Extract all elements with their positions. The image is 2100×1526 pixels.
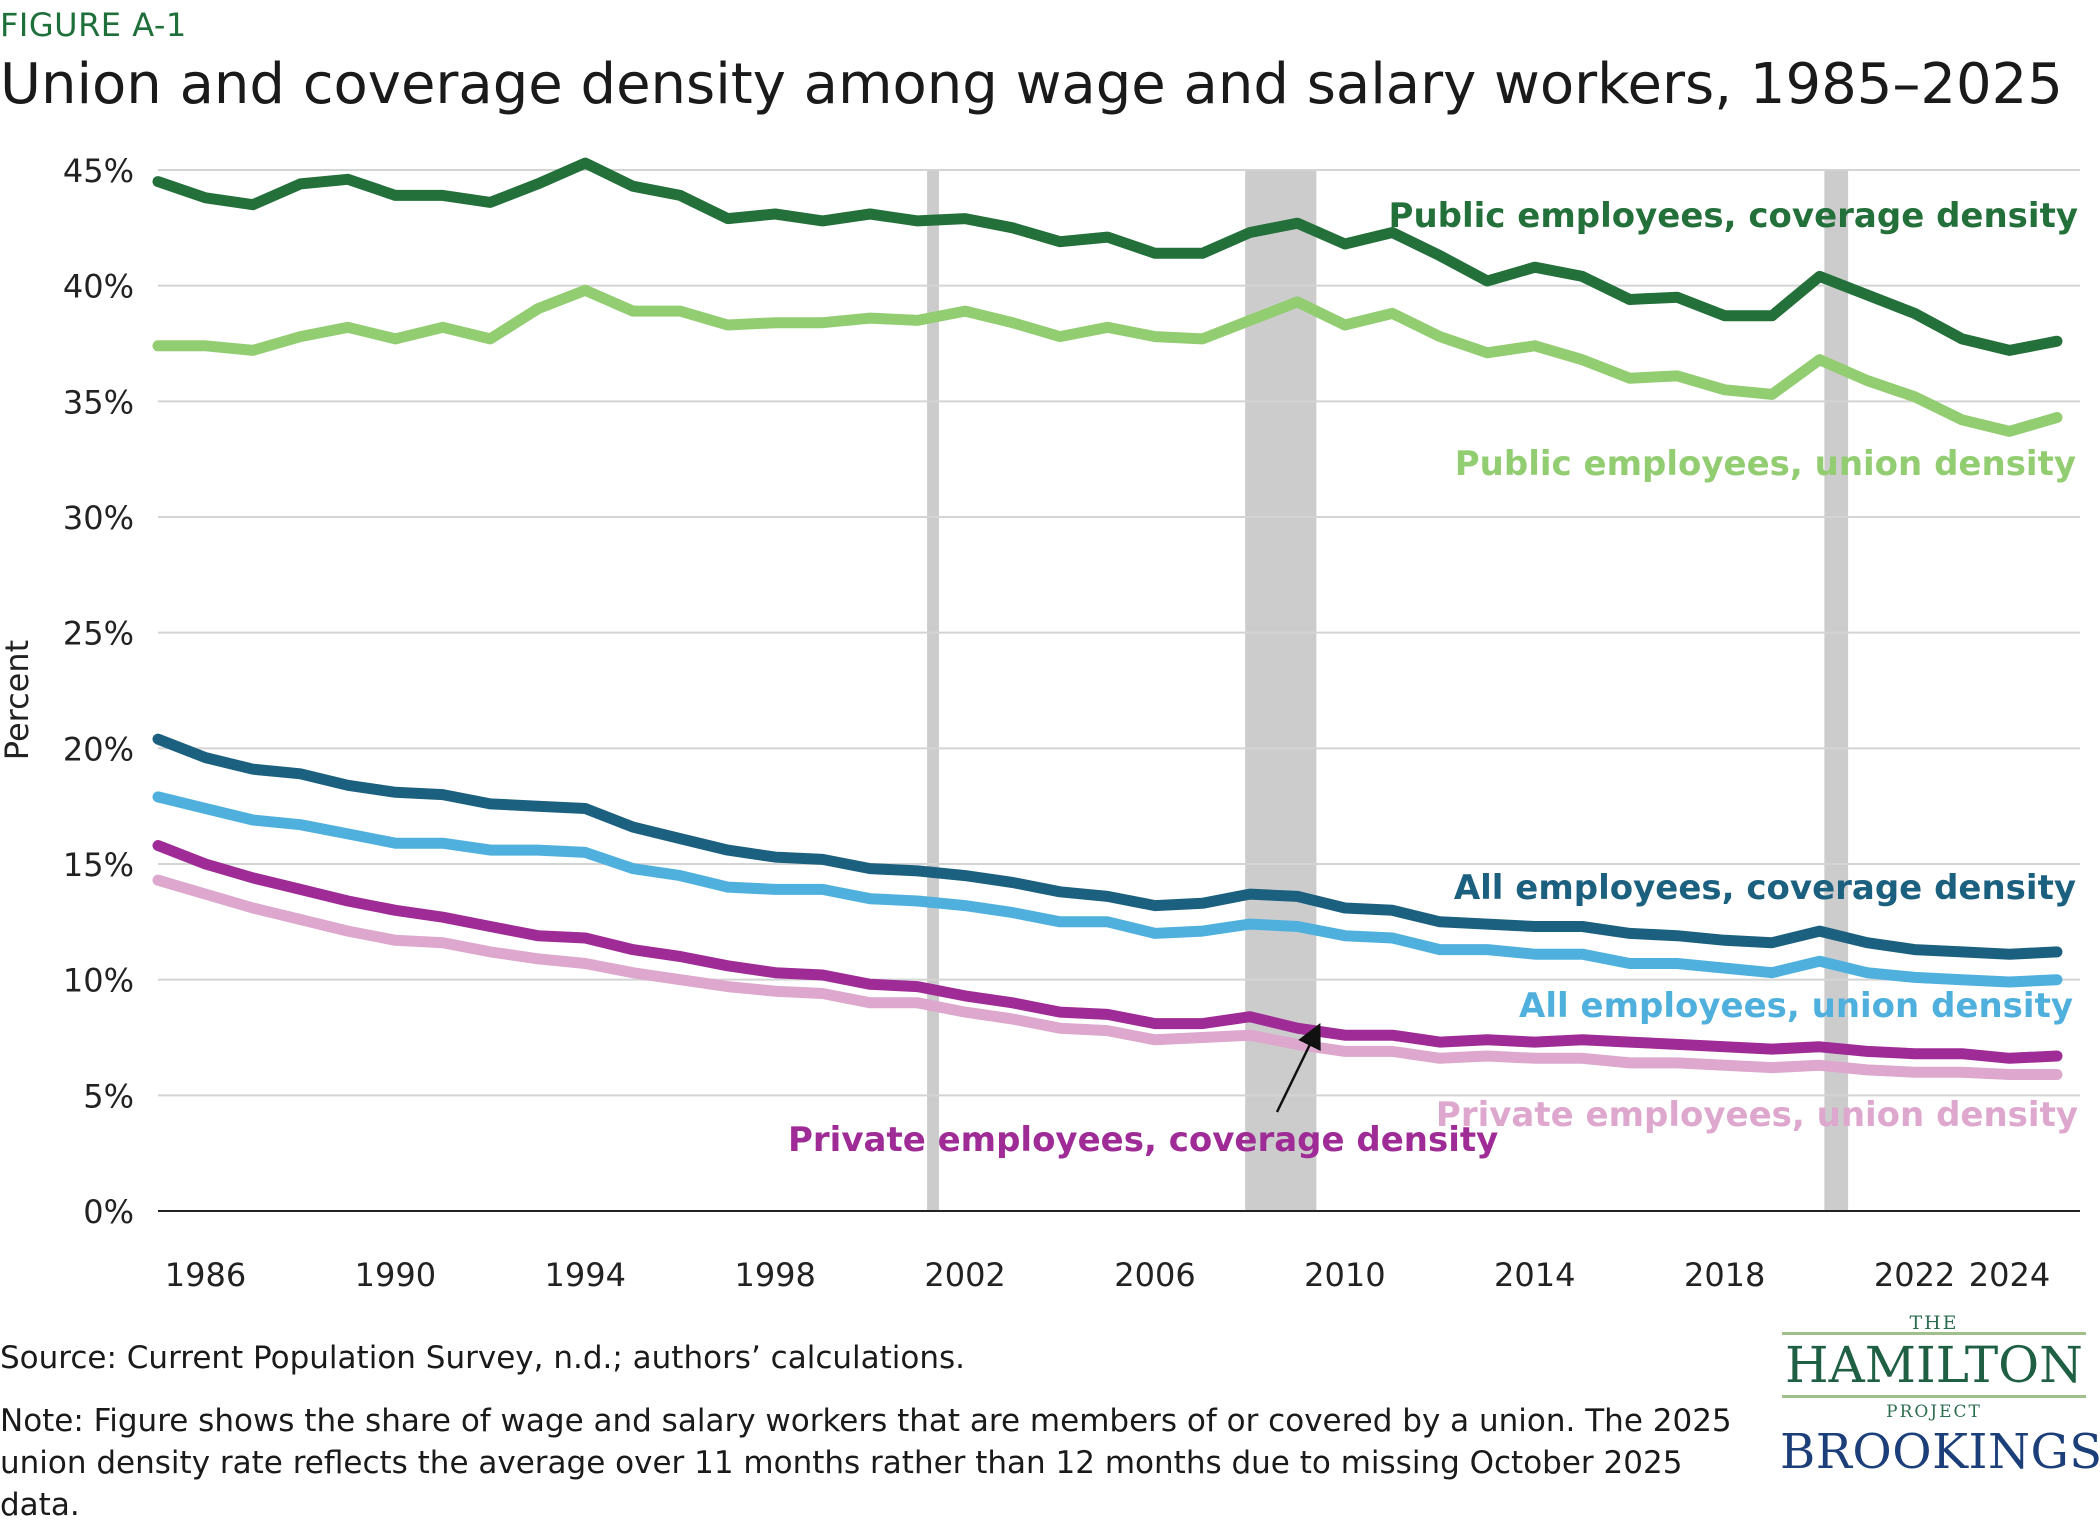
hamilton-logo-project: PROJECT bbox=[1886, 1402, 1982, 1422]
x-tick-label: 1986 bbox=[165, 1256, 246, 1294]
y-tick-label: 10% bbox=[63, 962, 134, 1000]
hamilton-logo-the: THE bbox=[1909, 1312, 1959, 1334]
source-note: Source: Current Population Survey, n.d.;… bbox=[0, 1340, 966, 1376]
y-tick-label: 45% bbox=[63, 152, 134, 190]
x-tick-label: 1994 bbox=[545, 1256, 626, 1294]
series-annotations: Public employees, coverage density Public… bbox=[788, 196, 2078, 1160]
series-line-private-union bbox=[152, 874, 2063, 1080]
x-axis-ticks: 1986 1990 1994 1998 2002 2006 2010 2014 2018 2022… bbox=[165, 1256, 2050, 1294]
brookings-logo: BROOKINGS bbox=[1780, 1424, 2100, 1480]
recession-band bbox=[927, 170, 939, 1211]
x-tick-label: 1990 bbox=[355, 1256, 436, 1294]
series-line-public-coverage bbox=[152, 157, 2063, 356]
gridlines bbox=[158, 169, 2080, 1097]
y-tick-label: 35% bbox=[63, 383, 134, 421]
annotation-public-union: Public employees, union density bbox=[1455, 444, 2076, 484]
x-tick-label: 2018 bbox=[1684, 1256, 1765, 1294]
recession-band bbox=[1824, 170, 1849, 1211]
series-line-all-union bbox=[152, 791, 2063, 988]
series-line-all-coverage bbox=[152, 733, 2063, 960]
x-tick-label: 2024 bbox=[1969, 1256, 2050, 1294]
x-tick-label: 2010 bbox=[1304, 1256, 1385, 1294]
annotation-private-coverage: Private employees, coverage density bbox=[788, 1120, 1498, 1160]
y-tick-label: 20% bbox=[63, 730, 134, 768]
y-tick-label: 0% bbox=[83, 1193, 134, 1231]
x-tick-label: 2022 bbox=[1874, 1256, 1955, 1294]
x-tick-label: 2014 bbox=[1494, 1256, 1575, 1294]
hamilton-project-logo: THE HAMILTON PROJECT bbox=[1782, 1312, 2086, 1422]
y-tick-label: 5% bbox=[83, 1077, 134, 1115]
annotation-public-coverage: Public employees, coverage density bbox=[1389, 196, 2078, 236]
y-tick-label: 25% bbox=[63, 615, 134, 653]
x-tick-label: 1998 bbox=[734, 1256, 815, 1294]
x-tick-label: 2006 bbox=[1114, 1256, 1195, 1294]
figure-label: FIGURE A-1 bbox=[0, 6, 187, 44]
y-tick-label: 30% bbox=[63, 499, 134, 537]
footnote: Note: Figure shows the share of wage and… bbox=[0, 1403, 1732, 1523]
annotation-private-union: Private employees, union density bbox=[1436, 1095, 2078, 1135]
series-lines bbox=[152, 157, 2063, 1080]
y-axis-ticks: 0% 5% 10% 15% 20% 25% 30% 35% 40% 45% bbox=[63, 152, 134, 1231]
chart-title: Union and coverage density among wage an… bbox=[0, 52, 2063, 117]
y-axis-label: Percent bbox=[0, 640, 36, 760]
y-tick-label: 15% bbox=[63, 846, 134, 884]
annotation-all-coverage: All employees, coverage density bbox=[1454, 868, 2076, 908]
annotation-all-union: All employees, union density bbox=[1519, 986, 2073, 1026]
line-chart: 0% 5% 10% 15% 20% 25% 30% 35% 40% 45% 1986 1990 199… bbox=[0, 152, 2080, 1294]
annotation-arrow bbox=[1275, 1023, 1321, 1113]
hamilton-logo-name: HAMILTON bbox=[1782, 1332, 2086, 1398]
x-tick-label: 2002 bbox=[924, 1256, 1005, 1294]
series-line-private-coverage bbox=[152, 840, 2063, 1064]
series-line-public-union bbox=[152, 284, 2063, 437]
y-tick-label: 40% bbox=[63, 268, 134, 306]
